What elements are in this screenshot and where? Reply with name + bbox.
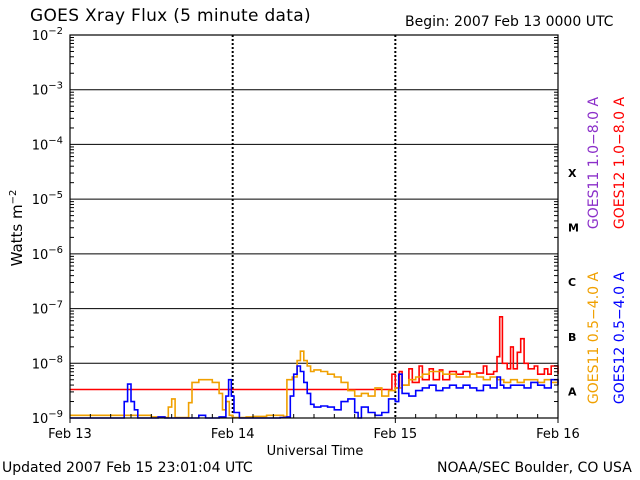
y-tick-label: 10−6 [32,245,63,263]
legend-entry: GOES11 1.0−8.0 A [586,97,602,230]
chart-title: GOES Xray Flux (5 minute data) [30,6,311,26]
x-tick-label: Feb 14 [211,427,255,442]
x-tick-label: Feb 15 [373,427,417,442]
y-axis-label-text: Watts m [8,204,26,266]
y-tick-label: 10−7 [32,300,63,318]
updated-timestamp: Updated 2007 Feb 15 23:01:04 UTC [2,460,253,476]
source-credit: NOAA/SEC Boulder, CO USA [437,460,632,476]
flare-class-label: A [568,386,577,399]
x-axis-label: Universal Time [267,444,364,459]
series-line [70,365,559,419]
svg-text:Watts m−2: Watts m−2 [8,190,26,267]
legend-entry: GOES11 0.5−4.0 A [586,272,602,405]
y-tick-label: 10−8 [32,354,63,372]
legend-entry: GOES12 0.5−4.0 A [612,272,628,405]
flare-class-label: X [568,167,577,180]
x-tick-label: Feb 16 [536,427,580,442]
series-line [70,316,559,391]
legend: GOES11 1.0−8.0 A GOES12 1.0−8.0 A GOES11 0… [586,97,628,405]
flare-class-label: B [568,331,576,344]
y-tick-label: 10−9 [32,409,63,427]
legend-entry: GOES12 1.0−8.0 A [612,97,628,230]
begin-time: Begin: 2007 Feb 13 0000 UTC [405,14,614,30]
y-axis-label: Watts m−2 [8,190,26,267]
y-tick-label: 10−4 [32,135,63,153]
series-line [70,350,559,419]
plot-frame [69,34,559,419]
grid-layer [70,34,558,419]
y-tick-label: 10−2 [32,26,63,44]
y-tick-label: 10−3 [32,81,63,99]
flare-class-label: M [568,222,579,235]
y-tick-label: 10−5 [32,190,63,208]
series-layer [70,316,559,419]
x-tick-label: Feb 13 [48,427,92,442]
flare-class-label: C [568,276,576,289]
